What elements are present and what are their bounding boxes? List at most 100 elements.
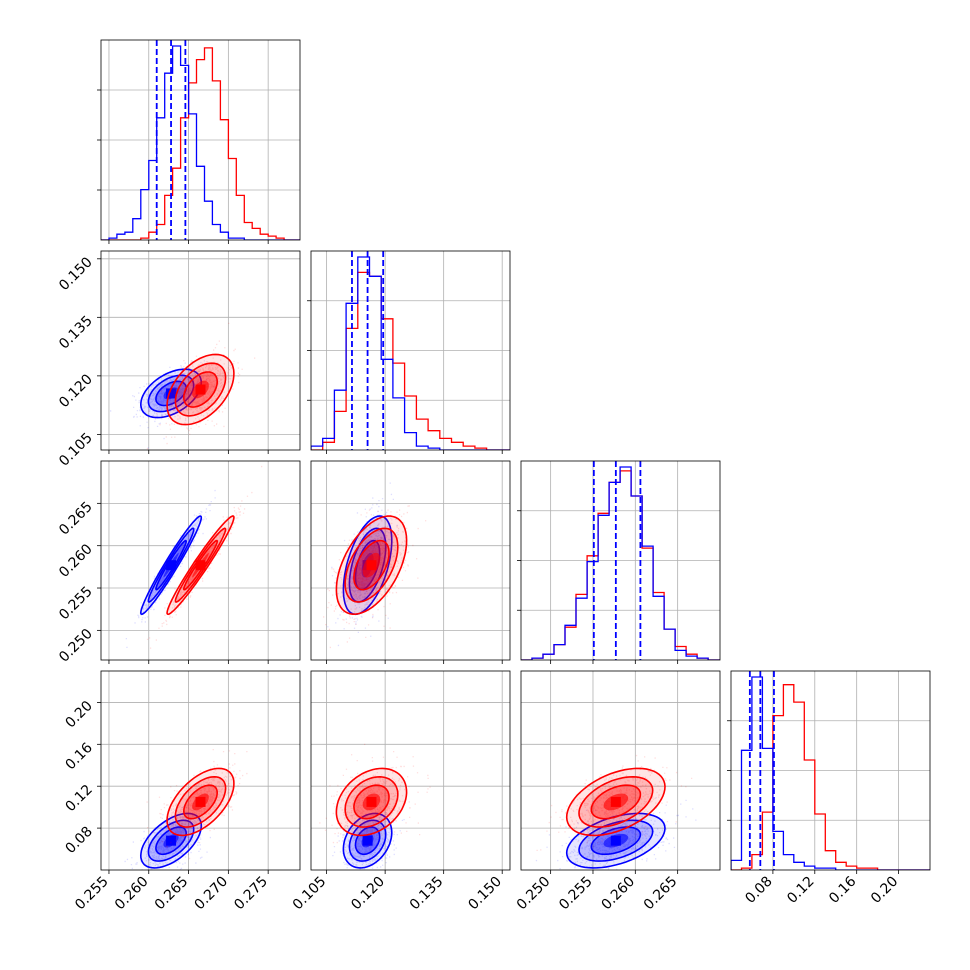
blue-histogram [521,466,720,660]
contour-line [342,515,393,616]
panel-frame [100,250,301,451]
density-peak [366,560,377,571]
x-tick-label: 0.12 [784,874,817,907]
y-tick-label: 0.135 [56,313,96,353]
peak-bin [366,796,377,807]
contour-line [353,539,390,591]
blue-histogram [311,256,510,450]
density-peak [362,835,373,846]
density-peak [195,796,206,807]
density-peak [195,560,206,571]
contour-line [139,515,203,616]
y-tick-label: 0.08 [62,824,95,857]
contour-line [182,784,219,820]
density-peak [166,560,177,571]
panel-frame [100,460,301,661]
y-tick-label: 0.260 [56,541,96,581]
histogram-p2 [521,461,720,660]
histogram-p3 [731,671,930,870]
contour-line [353,784,390,820]
contour-line [578,819,654,862]
hist-panel-p1 [311,251,510,450]
x-tick-label: 0.08 [742,874,775,907]
contour-line [348,527,387,603]
panel-frame [520,670,721,871]
sample-points [327,482,401,647]
red-histogram [101,47,300,240]
contour-line [155,826,188,856]
y-tick-label: 0.120 [56,371,96,411]
scatter-layer [124,749,248,870]
contour-line [348,819,387,862]
hist-panel-p0 [101,40,300,240]
x-tick-label: 0.270 [192,874,232,914]
x-tick-label: 0.150 [465,874,505,914]
scatter-panel-p1-p2 [311,461,510,660]
contour-line [344,527,399,603]
contour-line [590,784,642,820]
y-tick-label: 0.250 [56,626,96,666]
peak-bin [195,560,206,571]
peak-bin [362,835,373,846]
x-tick-label: 0.265 [152,874,192,914]
contour-line [590,826,642,856]
x-tick-label: 0.260 [598,874,638,914]
peak-bin [166,560,177,571]
x-tick-label: 0.16 [826,873,859,906]
histogram-p0 [101,40,300,240]
peak-bin [610,796,621,807]
panel-frame [100,670,301,871]
contour-line [335,515,408,615]
contour-line [578,775,654,828]
x-tick-label: 0.265 [641,874,681,914]
peak-bin [366,560,377,571]
peak-bin [195,384,206,395]
panel-background [101,671,300,870]
contour-line [342,812,393,869]
density-peak [366,796,377,807]
peak-bin [610,835,621,846]
contour-line [147,819,195,862]
scatter-layer [535,754,697,870]
scatter-panel-p1-p3 [311,671,510,870]
contour-line [166,515,235,616]
peak-bin [166,835,177,846]
scatter-layer [323,482,427,649]
hist-panel-p2 [521,461,720,660]
x-tick-label: 0.260 [112,874,152,914]
contour-line [335,767,408,837]
contour-line [166,353,235,426]
x-tick-label: 0.20 [868,874,901,907]
scatter-layer [110,322,256,450]
peak-bin [195,796,206,807]
panel-frame [310,460,511,661]
scatter-layer [125,465,263,649]
x-tick-label: 0.255 [72,874,112,914]
y-tick-label: 0.16 [62,740,95,773]
x-tick-label: 0.120 [348,874,388,914]
contour-line [344,775,399,828]
y-tick-label: 0.150 [56,254,96,294]
peak-bin [166,388,177,399]
panel-background [101,251,300,450]
density-peak [166,388,177,399]
contour-line [147,374,195,413]
blue-samples [535,796,697,870]
contour-line [354,826,381,856]
contour-line [183,539,218,591]
contour-line [155,539,188,591]
panel-frame [310,670,511,871]
y-tick-label: 0.12 [62,782,95,815]
x-tick-label: 0.275 [231,874,271,914]
contour-line [183,371,218,408]
sample-points [535,796,697,870]
panel-background [311,671,510,870]
y-tick-label: 0.255 [56,584,96,624]
y-tick-label: 0.20 [62,698,95,731]
histogram-p1 [311,251,510,450]
y-tick-label: 0.265 [56,499,96,539]
contour-line [139,812,203,869]
contour-line [147,527,195,603]
y-tick-label: 0.105 [56,430,96,470]
